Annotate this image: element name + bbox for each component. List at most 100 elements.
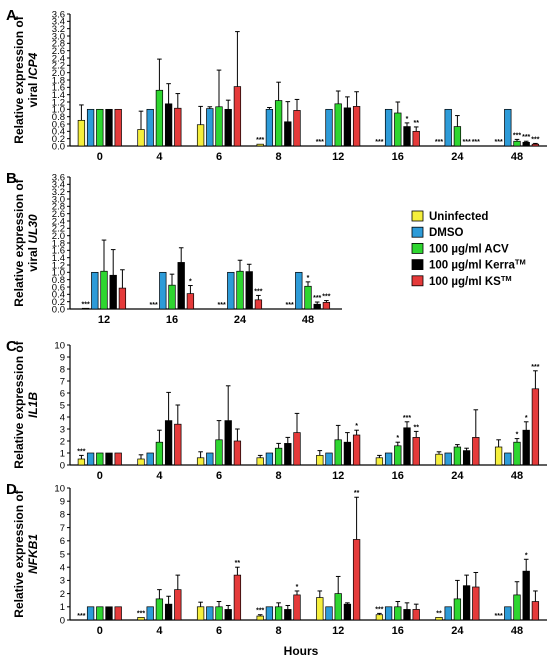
x-tick-label: 4 — [156, 625, 163, 637]
x-tick-label: 12 — [332, 151, 344, 163]
bar — [522, 429, 530, 466]
y-axis-label-line1: Relative expression of — [12, 489, 26, 617]
significance-label: *** — [435, 139, 443, 146]
legend-label: 100 µg/ml KerraTM — [429, 258, 526, 272]
bar — [196, 124, 205, 147]
bar — [164, 420, 173, 466]
significance-label: * — [307, 275, 310, 282]
bar — [196, 457, 205, 466]
significance-label: * — [396, 435, 399, 442]
bar — [164, 103, 173, 147]
bar — [472, 586, 480, 621]
y-axis-label-line2: viral UL30 — [26, 214, 40, 272]
significance-label: *** — [313, 295, 321, 302]
x-tick-label: 12 — [332, 625, 344, 637]
x-tick-label: 8 — [276, 151, 282, 163]
legend-item: 100 µg/ml ACV — [411, 242, 509, 255]
bar — [114, 606, 122, 621]
bar-group: 6 — [196, 385, 242, 482]
bar — [265, 452, 274, 466]
bar — [384, 108, 393, 147]
y-axis-label-line1: Relative expression of — [12, 340, 26, 468]
bar — [412, 437, 420, 466]
x-tick-label: 24 — [451, 151, 464, 163]
bar — [293, 432, 301, 466]
y-tick-label: 2.0 — [52, 231, 65, 242]
x-tick-label: 16 — [392, 151, 404, 163]
y-tick-label: 0 — [60, 460, 65, 471]
bar — [96, 452, 104, 466]
legend-label-text: 100 µg/ml KS — [429, 276, 501, 288]
y-axis-label-line1: Relative expression of — [12, 15, 26, 143]
bar — [531, 388, 540, 466]
bar — [453, 446, 462, 466]
bar — [77, 119, 86, 147]
bar-group: *** 16 — [375, 601, 420, 637]
bar-group: ******16 — [375, 101, 420, 163]
bar — [215, 106, 223, 147]
significance-label: *** — [82, 301, 90, 308]
x-tick-label: 6 — [216, 151, 222, 163]
bar-group: *** 12 — [316, 90, 361, 163]
bar-group: *** 0 — [77, 448, 122, 482]
bar — [168, 284, 176, 310]
bar — [316, 597, 324, 621]
bar — [394, 445, 402, 466]
legend-label: DMSO — [429, 227, 464, 239]
y-tick-label: 1 — [60, 602, 65, 613]
y-tick-label: 10 — [54, 340, 65, 351]
bar — [96, 108, 104, 147]
bar — [86, 452, 95, 466]
significance-label: *** — [254, 288, 262, 295]
y-tick-label: 4 — [60, 563, 65, 574]
significance-label: ** — [413, 120, 419, 127]
y-axis-label: Relative expression ofviral ICP4 — [12, 15, 40, 143]
bar — [186, 293, 195, 310]
bar — [325, 108, 333, 147]
bar — [159, 271, 167, 310]
bar — [91, 271, 99, 310]
bar — [174, 423, 182, 466]
bar — [513, 140, 521, 147]
y-tick-label: 1.4 — [52, 253, 65, 264]
significance-label: *** — [77, 448, 85, 455]
bar-group: *** 4 — [137, 574, 182, 637]
significance-label: *** — [513, 132, 521, 139]
legend-label-text: 100 µg/ml Kerra — [429, 260, 515, 272]
panel-label: C — [6, 338, 17, 355]
legend-label: 100 µg/ml ACV — [429, 243, 509, 255]
x-tick-label: 8 — [276, 625, 282, 637]
y-tick-label: 8 — [60, 510, 65, 521]
bar — [233, 86, 242, 147]
bar — [137, 617, 145, 621]
bar — [146, 452, 154, 466]
y-axis-label-line2: NFKB1 — [26, 534, 40, 574]
bar — [256, 457, 264, 466]
bar — [472, 437, 480, 466]
bar — [105, 606, 113, 621]
significance-label: * — [406, 116, 409, 123]
y-tick-label: 1.2 — [52, 97, 65, 108]
y-axis-label-gene: ICP4 — [26, 52, 40, 79]
significance-label: * — [525, 552, 528, 559]
significance-label: *** — [495, 613, 503, 620]
significance-label: *** — [375, 606, 383, 613]
bar-group: *** *** 24 — [218, 259, 263, 326]
significance-label: * — [525, 415, 528, 422]
bar — [334, 103, 342, 147]
x-tick-label: 4 — [156, 151, 163, 163]
bar — [256, 143, 264, 147]
y-tick-label: 1 — [60, 448, 65, 459]
significance-label: *** — [495, 139, 503, 146]
y-tick-label: 3.2 — [52, 24, 65, 35]
bar — [206, 606, 214, 621]
y-tick-label: 3.6 — [52, 172, 65, 183]
bar — [462, 450, 471, 466]
x-tick-label: 12 — [98, 314, 110, 326]
bar — [295, 271, 303, 310]
x-tick-label: 24 — [451, 625, 464, 637]
bar — [322, 302, 331, 310]
significance-label: *** — [531, 364, 539, 371]
